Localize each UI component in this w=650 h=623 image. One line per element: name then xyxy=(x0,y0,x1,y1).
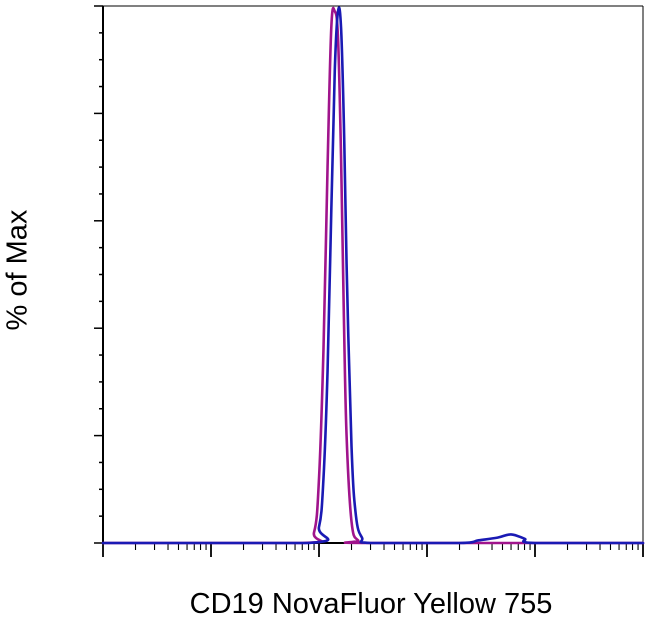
plot-frame xyxy=(102,5,644,544)
y-axis-ticks xyxy=(94,5,103,544)
series-line-1 xyxy=(101,6,645,545)
series-lines xyxy=(101,6,645,545)
x-axis-ticks xyxy=(102,543,644,557)
x-axis-label: CD19 NovaFluor Yellow 755 xyxy=(189,588,553,620)
y-axis-label: % of Max xyxy=(1,209,34,331)
series-line-2 xyxy=(101,6,645,545)
